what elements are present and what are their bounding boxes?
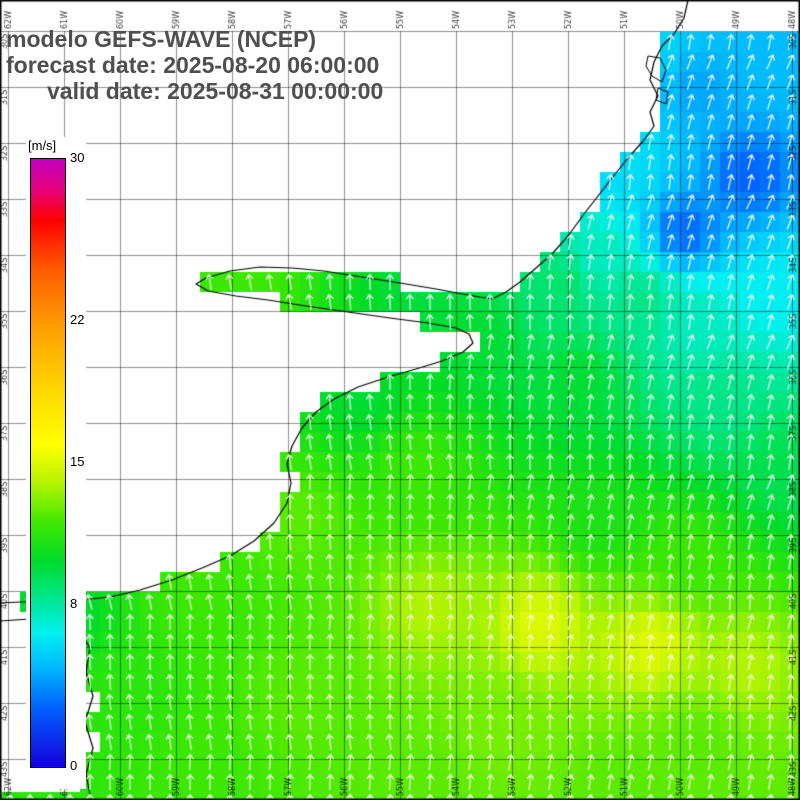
colorbar-gradient <box>30 158 66 768</box>
colorbar-tick-22: 22 <box>70 312 85 328</box>
forecast-date-line: forecast date: 2025-08-20 06:00:00 <box>6 52 380 78</box>
valid-date-line: valid date: 2025-08-31 00:00:00 <box>47 78 384 104</box>
colorbar-tick-0: 0 <box>70 758 78 773</box>
colorbar-tick-15: 15 <box>70 454 85 469</box>
colorbar-unit-label: [m/s] <box>28 138 57 153</box>
colorbar-tick-30: 30 <box>70 150 85 165</box>
title-block: modelo GEFS-WAVE (NCEP) forecast date: 2… <box>6 26 383 104</box>
colorbar-tick-8: 8 <box>70 595 78 611</box>
colorbar: [m/s] 30 22 15 8 0 <box>26 137 86 789</box>
model-title: modelo GEFS-WAVE (NCEP) <box>6 26 317 52</box>
